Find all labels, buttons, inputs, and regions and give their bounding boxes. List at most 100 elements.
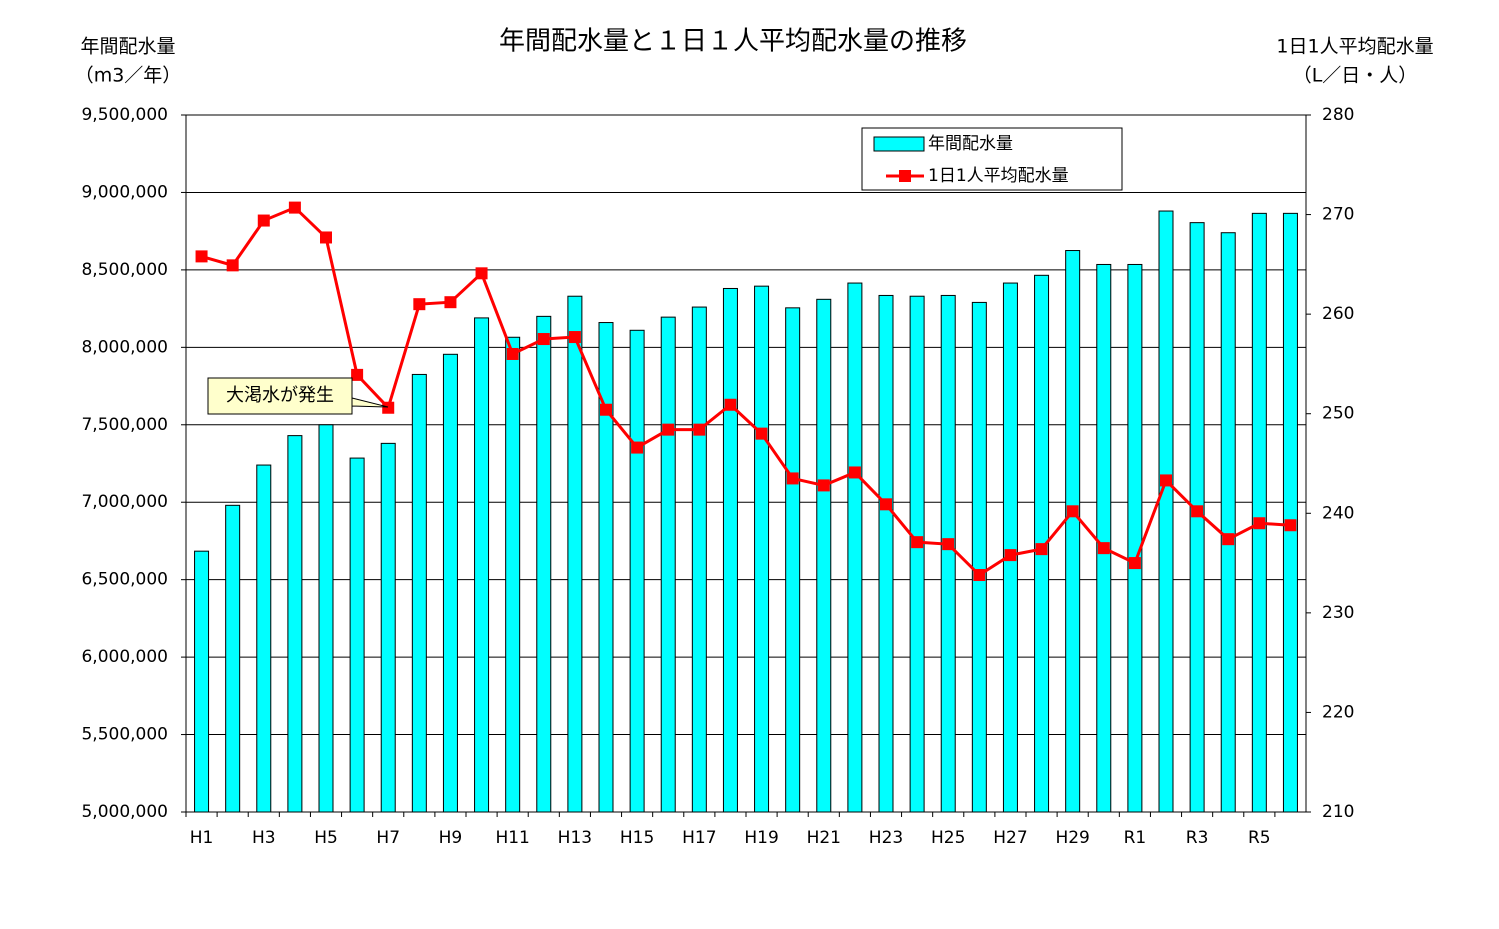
legend-label: 1日1人平均配水量 — [928, 166, 1069, 186]
line-marker — [973, 569, 986, 582]
line-marker — [413, 298, 426, 311]
bar — [349, 457, 365, 813]
bar — [1251, 212, 1267, 813]
line-marker — [257, 214, 270, 227]
line-marker — [320, 231, 332, 244]
line-marker — [1284, 519, 1297, 532]
x-tick-label: H17 — [682, 828, 716, 848]
bar — [225, 504, 241, 813]
bar — [442, 353, 458, 813]
bar — [1282, 212, 1298, 813]
legend-marker — [899, 170, 911, 182]
line-marker — [1128, 557, 1141, 570]
line-marker — [942, 538, 955, 551]
bar — [722, 287, 738, 813]
bar — [1065, 250, 1081, 813]
x-tick-label: H19 — [744, 828, 778, 848]
bar — [505, 336, 521, 813]
annotation-text: 大渇水が発生 — [226, 385, 334, 406]
y-tick-label: 8,000,000 — [81, 337, 168, 357]
line-marker — [755, 427, 768, 440]
line-marker — [662, 423, 675, 436]
y-tick-label: 8,500,000 — [81, 260, 168, 280]
x-tick-label: R5 — [1248, 828, 1271, 848]
y2-axis-unit: （L／日・人） — [1293, 65, 1418, 87]
x-tick-label: R3 — [1186, 828, 1209, 848]
annotation: 大渇水が発生 — [207, 377, 389, 415]
x-tick-label: H21 — [807, 828, 841, 848]
bar — [909, 295, 925, 813]
line-marker — [506, 347, 519, 360]
bar — [1002, 282, 1018, 813]
bar — [754, 285, 770, 813]
line-marker — [848, 466, 861, 479]
line-marker — [1253, 517, 1266, 530]
bar — [411, 373, 427, 813]
bar — [940, 294, 956, 813]
line-marker — [475, 267, 488, 280]
legend: 年間配水量 1日1人平均配水量 — [861, 127, 1123, 191]
bar — [474, 317, 490, 813]
y2-tick-label: 230 — [1322, 603, 1354, 623]
bar — [318, 424, 334, 813]
line-marker — [911, 536, 924, 549]
y-tick-label: 6,000,000 — [81, 647, 168, 667]
bar — [194, 550, 210, 813]
plot-area: 5,000,000 5,500,000 6,000,000 6,500,000 7,00… — [81, 105, 1354, 848]
y-tick-label: 5,500,000 — [81, 725, 168, 745]
line-marker — [693, 423, 706, 436]
bar — [287, 435, 303, 813]
line-marker — [351, 368, 364, 381]
line-marker — [880, 498, 892, 511]
line-marker — [288, 201, 301, 214]
y-tick-label: 6,500,000 — [81, 570, 168, 590]
bar — [1127, 263, 1143, 813]
legend-label: 年間配水量 — [928, 134, 1013, 154]
y2-tick-label: 240 — [1322, 503, 1354, 523]
x-tick-label: H9 — [439, 828, 463, 848]
x-tick-label: H25 — [931, 828, 965, 848]
bar — [878, 294, 894, 813]
y2-axis-title: 1日1人平均配水量 — [1276, 36, 1433, 58]
line-marker — [1222, 533, 1235, 546]
y2-tick-label: 270 — [1322, 205, 1354, 225]
bar — [691, 306, 707, 813]
line-marker — [1004, 549, 1017, 562]
bar — [971, 301, 987, 813]
bar — [785, 307, 801, 813]
y-tick-label: 9,500,000 — [81, 105, 168, 125]
line-marker — [1035, 543, 1048, 556]
bar — [629, 329, 645, 813]
line-marker — [1191, 505, 1204, 518]
bar — [1158, 210, 1174, 813]
x-tick-label: H27 — [993, 828, 1027, 848]
x-tick-label: H29 — [1055, 828, 1089, 848]
x-tick-label: R1 — [1124, 828, 1147, 848]
x-tick-label: H7 — [376, 828, 400, 848]
x-tick-label: H13 — [558, 828, 592, 848]
y2-tick-label: 260 — [1322, 304, 1354, 324]
line-marker — [226, 259, 239, 272]
y-tick-label: 5,000,000 — [81, 802, 168, 822]
y-tick-label: 9,000,000 — [81, 182, 168, 202]
bar — [816, 298, 832, 813]
line-marker — [444, 296, 457, 309]
line-marker — [382, 401, 395, 414]
bar — [660, 316, 676, 813]
legend-swatch — [873, 136, 925, 152]
x-tick-label: H1 — [190, 828, 214, 848]
x-tick-label: H5 — [314, 828, 338, 848]
y-tick-label: 7,000,000 — [81, 492, 168, 512]
bar — [847, 282, 863, 813]
x-tick-label: H23 — [869, 828, 903, 848]
bar — [1220, 232, 1236, 813]
x-tick-label: H3 — [252, 828, 276, 848]
y2-tick-label: 220 — [1322, 702, 1354, 722]
line-marker — [1066, 505, 1079, 518]
bar — [567, 295, 583, 813]
line-marker — [1160, 474, 1172, 487]
bar — [536, 315, 552, 813]
bar — [256, 464, 272, 813]
